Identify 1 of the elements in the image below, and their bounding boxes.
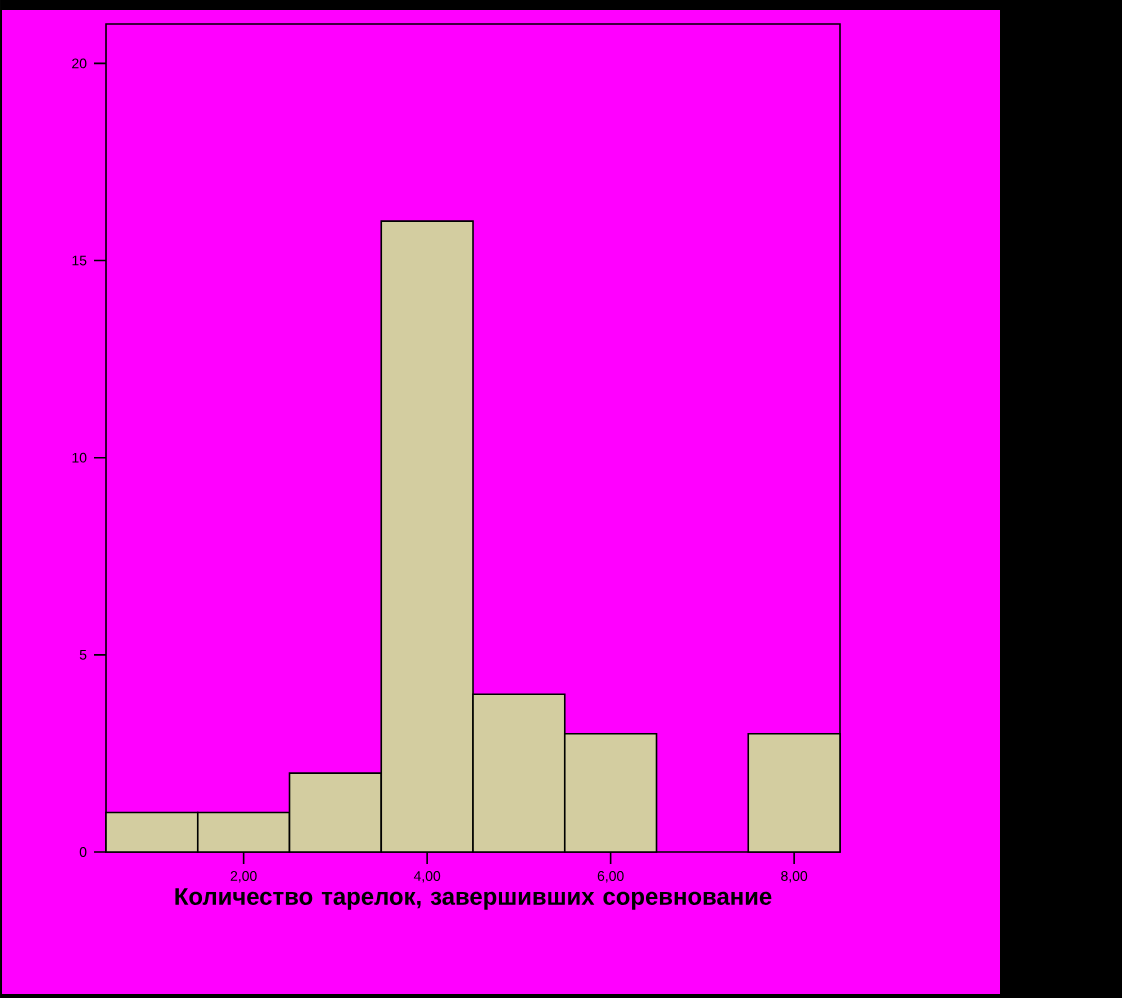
x-axis-title: Количество тарелок, завершивших соревнование <box>175 888 772 910</box>
